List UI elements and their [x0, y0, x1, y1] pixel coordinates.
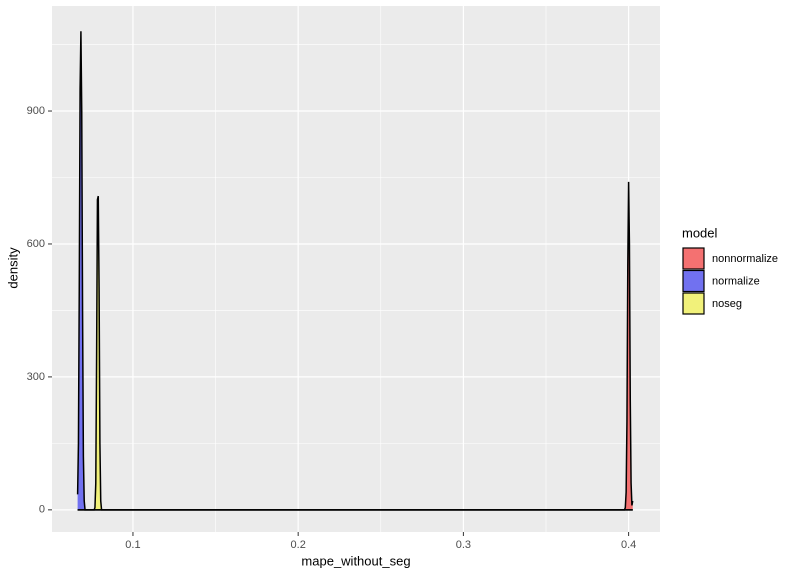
y-tick-label: 300 [27, 371, 45, 383]
density-line [77, 181, 634, 511]
x-tick-label: 0.4 [621, 539, 636, 551]
legend-key [682, 247, 705, 270]
y-tick-label: 900 [27, 105, 45, 117]
y-tick-label: 0 [39, 504, 45, 516]
x-tick-label: 0.2 [291, 539, 306, 551]
density-line [77, 195, 633, 511]
legend-key [682, 269, 705, 293]
legend-label: noseg [712, 298, 742, 310]
legend-label: nonnormalize [712, 253, 778, 265]
y-tick-label: 600 [27, 238, 45, 250]
legend-key [682, 292, 705, 315]
legend-title: model [682, 225, 718, 240]
x-tick-label: 0.1 [125, 539, 140, 551]
density-line [76, 31, 633, 511]
y-axis-label: density [5, 247, 20, 289]
panel [52, 6, 660, 532]
legend-label: normalize [712, 275, 760, 287]
x-tick-label: 0.3 [456, 539, 471, 551]
x-axis-label: mape_without_seg [301, 553, 410, 568]
